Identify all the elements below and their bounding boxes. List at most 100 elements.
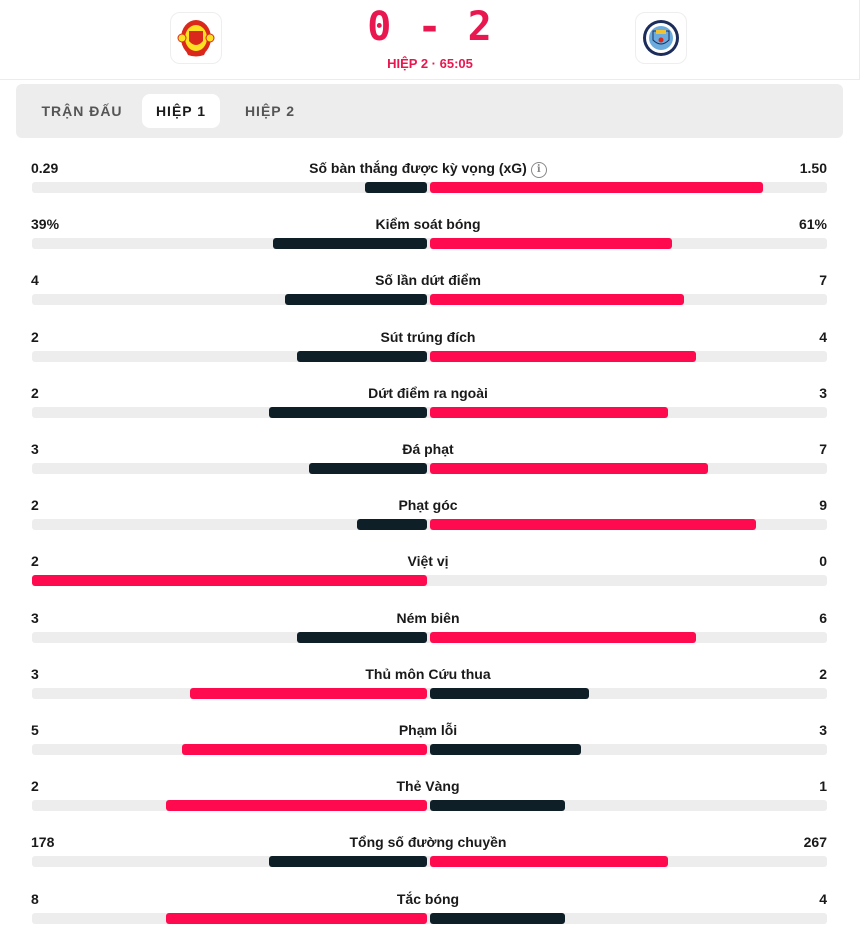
home-bar <box>190 688 427 699</box>
home-value: 0.29 <box>31 160 59 176</box>
away-bar <box>430 800 565 811</box>
stat-label: Sút trúng đích <box>230 329 626 345</box>
away-bar <box>430 632 696 643</box>
away-team-logo[interactable] <box>635 12 687 64</box>
away-value: 3 <box>819 385 827 401</box>
home-bar <box>32 575 427 586</box>
stat-bar-track <box>32 182 827 193</box>
home-team-logo[interactable] <box>170 12 222 64</box>
home-value: 3 <box>31 610 39 626</box>
tab-match[interactable]: TRẬN ĐẤU <box>41 103 123 119</box>
stat-row: 2 Phạt góc 9 <box>0 497 860 553</box>
stat-label-text: Thẻ Vàng <box>396 778 460 794</box>
stat-bar-track <box>32 800 827 811</box>
stat-label: Số lần dứt điểm <box>230 272 626 288</box>
home-bar <box>269 407 427 418</box>
away-value: 6 <box>819 610 827 626</box>
stat-bar-track <box>32 463 827 474</box>
stat-bar-track <box>32 632 827 643</box>
home-value: 2 <box>31 385 39 401</box>
away-value: 9 <box>819 497 827 513</box>
home-value: 3 <box>31 441 39 457</box>
stat-label-text: Số bàn thắng được kỳ vọng (xG) <box>309 160 527 176</box>
away-value: 7 <box>819 441 827 457</box>
stat-label-text: Đá phạt <box>402 441 454 457</box>
stat-label: Dứt điểm ra ngoài <box>230 385 626 401</box>
man-city-crest-icon <box>643 20 679 56</box>
stat-bar-track <box>32 856 827 867</box>
man-utd-crest-icon <box>177 20 215 57</box>
stat-bar-track <box>32 238 827 249</box>
home-value: 8 <box>31 891 39 907</box>
stat-label: Kiểm soát bóng <box>230 216 626 232</box>
stat-bar-track <box>32 407 827 418</box>
stat-label-text: Tổng số đường chuyền <box>349 834 507 850</box>
away-value: 4 <box>819 329 827 345</box>
stat-row: 0.29 Số bàn thắng được kỳ vọng (xG) i 1.50 <box>0 160 860 216</box>
stat-label: Phạm lỗi <box>230 722 626 738</box>
stat-label: Việt vị <box>230 553 626 569</box>
home-bar <box>166 913 427 924</box>
away-bar <box>430 294 684 305</box>
home-bar <box>273 238 427 249</box>
stat-label: Thủ môn Cứu thua <box>230 666 626 682</box>
stat-bar-track <box>32 351 827 362</box>
away-value: 0 <box>819 553 827 569</box>
stat-bar-track <box>32 294 827 305</box>
stat-label-text: Sút trúng đích <box>380 329 476 345</box>
away-bar <box>430 351 696 362</box>
stat-row: 4 Số lần dứt điểm 7 <box>0 272 860 328</box>
home-value: 39% <box>31 216 60 232</box>
stat-label: Ném biên <box>230 610 626 626</box>
stat-row: 3 Đá phạt 7 <box>0 441 860 497</box>
stat-label: Phạt góc <box>230 497 626 513</box>
home-bar <box>166 800 427 811</box>
away-bar <box>430 856 668 867</box>
stat-bar-track <box>32 519 827 530</box>
stat-label: Thẻ Vàng <box>230 778 626 794</box>
home-bar <box>365 182 427 193</box>
stat-label: Tắc bóng <box>230 891 626 907</box>
tab-first-half[interactable]: HIỆP 1 <box>142 94 220 128</box>
stat-label-text: Thủ môn Cứu thua <box>365 666 491 682</box>
stat-row: 39% Kiểm soát bóng 61% <box>0 216 860 272</box>
home-value: 3 <box>31 666 39 682</box>
stat-row: 3 Thủ môn Cứu thua 2 <box>0 666 860 722</box>
tab-second-half[interactable]: HIỆP 2 <box>244 103 296 119</box>
away-bar <box>430 407 668 418</box>
away-bar <box>430 913 565 924</box>
info-icon[interactable]: i <box>530 162 547 178</box>
away-value: 1 <box>819 778 827 794</box>
stat-label-text: Kiểm soát bóng <box>375 216 481 232</box>
away-bar <box>430 744 581 755</box>
stat-bar-track <box>32 913 827 924</box>
stat-bar-track <box>32 575 827 586</box>
stat-row: 2 Sút trúng đích 4 <box>0 329 860 385</box>
home-bar <box>357 519 427 530</box>
home-value: 2 <box>31 778 39 794</box>
away-bar <box>430 238 672 249</box>
away-value: 3 <box>819 722 827 738</box>
stat-label: Tổng số đường chuyền <box>230 834 626 850</box>
home-value: 4 <box>31 272 39 288</box>
stat-label-text: Ném biên <box>396 610 460 626</box>
home-bar <box>297 351 427 362</box>
home-value: 2 <box>31 497 39 513</box>
home-bar <box>309 463 427 474</box>
away-value: 7 <box>819 272 827 288</box>
away-bar <box>430 463 708 474</box>
home-value: 2 <box>31 553 39 569</box>
stat-bar-track <box>32 744 827 755</box>
stat-row: 5 Phạm lỗi 3 <box>0 722 860 778</box>
home-bar <box>285 294 427 305</box>
stat-label-text: Dứt điểm ra ngoài <box>368 385 488 401</box>
stat-label-text: Tắc bóng <box>396 891 460 907</box>
period-tabs: TRẬN ĐẤU HIỆP 1 HIỆP 2 <box>16 84 843 138</box>
stat-row: 2 Việt vị 0 <box>0 553 860 609</box>
away-value: 4 <box>819 891 827 907</box>
stat-row: 3 Ném biên 6 <box>0 610 860 666</box>
stat-label-text: Số lần dứt điểm <box>375 272 481 288</box>
stat-label-text: Việt vị <box>407 553 449 569</box>
stat-row: 2 Dứt điểm ra ngoài 3 <box>0 385 860 441</box>
match-status: HIỆP 2 · 65:05 <box>387 56 473 71</box>
